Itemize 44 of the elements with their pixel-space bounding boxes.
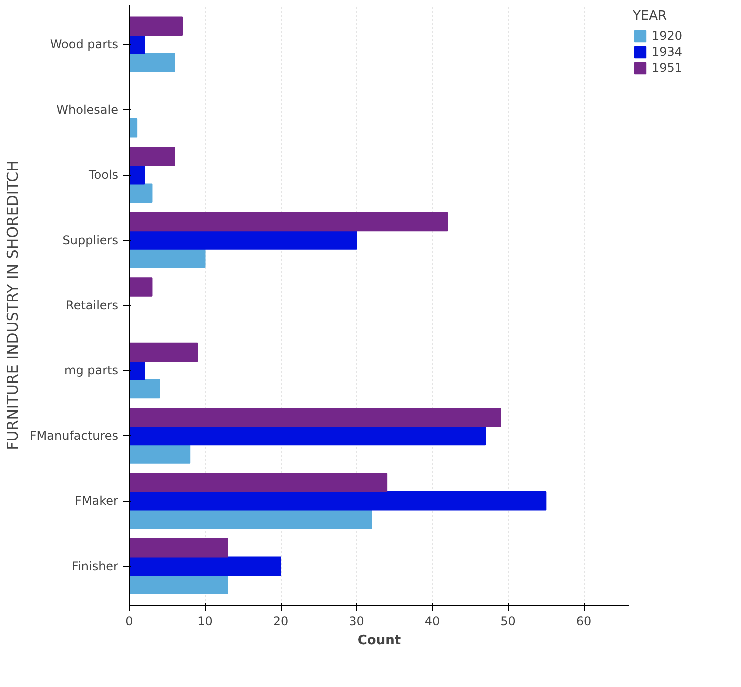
bar — [130, 147, 176, 166]
x-tick-label: 0 — [126, 614, 134, 628]
y-tick-label: Suppliers — [62, 233, 119, 248]
bar — [130, 379, 160, 399]
bar — [130, 118, 138, 138]
x-tick-label: 50 — [500, 614, 516, 628]
legend-title: YEAR — [633, 9, 668, 24]
x-tick-label: 60 — [576, 614, 592, 628]
bar — [130, 278, 153, 297]
bar — [130, 212, 448, 232]
bar — [130, 230, 358, 250]
legend-label: 1951 — [652, 61, 683, 75]
x-tick-label: 40 — [424, 614, 440, 628]
y-tick-label: Tools — [88, 168, 118, 182]
bar — [130, 575, 228, 594]
y-tick-label: Wood parts — [50, 38, 118, 52]
y-tick-label: Wholesale — [56, 102, 119, 117]
bar — [130, 35, 146, 54]
bar — [130, 510, 372, 530]
y-axis-title: FURNITURE INDUSTRY IN SHOREDITCH — [4, 160, 22, 450]
bar — [130, 473, 388, 493]
bar — [130, 53, 176, 73]
x-tick-label: 20 — [273, 614, 289, 628]
bar — [130, 184, 153, 203]
legend-label: 1920 — [652, 29, 683, 43]
y-tick-label: Finisher — [72, 559, 119, 574]
bar — [130, 361, 146, 380]
legend-label: 1934 — [652, 45, 683, 59]
bar — [130, 538, 228, 558]
bar — [130, 408, 502, 428]
bar — [130, 444, 191, 464]
bar — [130, 556, 282, 576]
y-tick-label: FManufactures — [30, 428, 119, 443]
bar — [130, 342, 198, 362]
y-tick-label: Retailers — [66, 298, 119, 312]
bar — [130, 16, 184, 36]
y-tick-label: mg parts — [64, 364, 118, 378]
x-tick-label: 30 — [349, 614, 364, 628]
y-tick-label: FMaker — [75, 494, 119, 508]
bar — [130, 426, 486, 446]
bar — [130, 248, 206, 268]
x-tick-label: 10 — [198, 614, 213, 628]
bar — [130, 492, 547, 511]
x-axis-title: Count — [358, 634, 402, 648]
